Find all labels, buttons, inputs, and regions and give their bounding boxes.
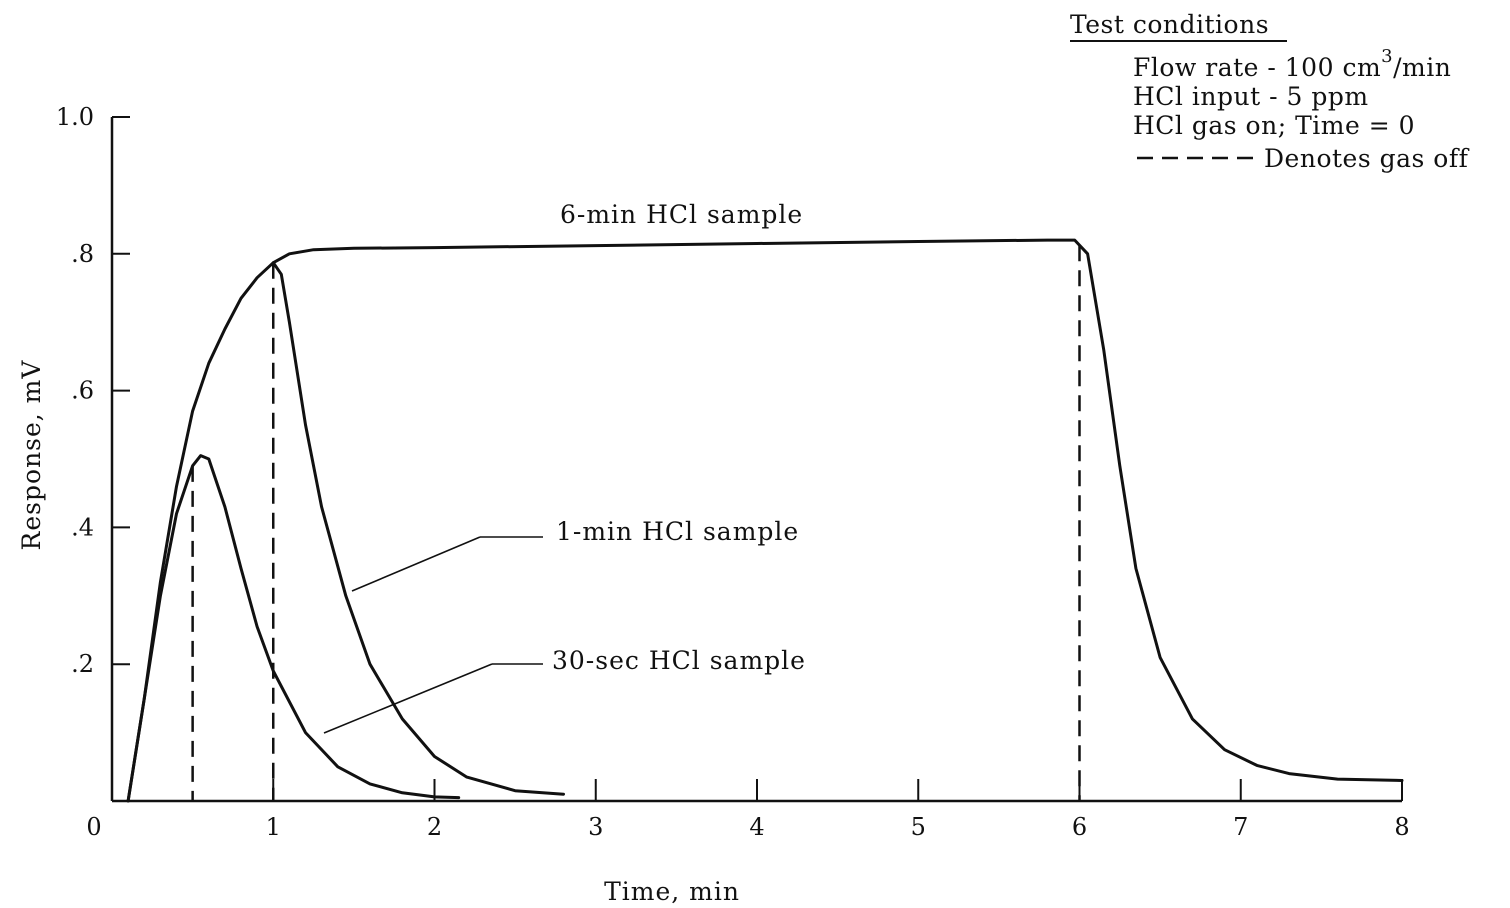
curve-30-sec-hcl-sample — [126, 454, 461, 803]
legend-gas-off: Denotes gas off — [1264, 144, 1470, 173]
x-tick-label: 7 — [1233, 813, 1248, 841]
legend-flow-rate-sup: 3 — [1381, 46, 1393, 67]
response-curves — [126, 238, 1404, 803]
leader-line-1-min — [351, 536, 481, 592]
legend-title: Test conditions — [1070, 10, 1269, 39]
x-axis-title: Time, min — [604, 877, 740, 906]
y-tick-label: .8 — [71, 240, 94, 268]
legend-gas-on: HCl gas on; Time = 0 — [1133, 111, 1415, 140]
legend-flow-rate-suffix: /min — [1393, 53, 1451, 82]
label-leaders — [323, 536, 543, 734]
y-ticks: .2 .4 .6 .8 1.0 — [56, 103, 130, 678]
x-tick-label: 2 — [427, 813, 442, 841]
x-tick-label: 0 — [86, 813, 101, 841]
y-tick-label: .2 — [71, 650, 94, 678]
y-axis-title: Response, mV — [17, 360, 46, 551]
legend-hcl-input: HCl input - 5 ppm — [1133, 82, 1369, 111]
x-tick-label: 1 — [266, 813, 281, 841]
curve-6-min-hcl-sample — [126, 238, 1404, 803]
y-tick-label: 1.0 — [56, 103, 94, 131]
y-tick-label: .6 — [71, 377, 94, 405]
x-tick-label: 4 — [749, 813, 764, 841]
gas-off-markers — [191, 245, 1081, 801]
x-tick-label: 6 — [1072, 813, 1087, 841]
x-tick-label: 3 — [588, 813, 603, 841]
curve-1-min-hcl-sample — [271, 261, 565, 796]
test-conditions-legend: Test conditions Flow rate - 100 cm3/min … — [1070, 10, 1470, 173]
x-tick-label: 8 — [1394, 813, 1409, 841]
label-6-min-sample: 6-min HCl sample — [560, 200, 803, 229]
y-tick-label: .4 — [71, 513, 94, 541]
label-30-sec-sample: 30-sec HCl sample — [552, 646, 806, 675]
x-tick-label: 5 — [911, 813, 926, 841]
legend-flow-rate: Flow rate - 100 cm3/min — [1133, 46, 1451, 82]
x-ticks: 0 1 2 3 4 5 6 7 8 — [86, 779, 1410, 841]
leader-line-30-sec — [323, 663, 493, 734]
label-1-min-sample: 1-min HCl sample — [556, 517, 799, 546]
legend-flow-rate-text: Flow rate - 100 cm — [1133, 53, 1381, 82]
